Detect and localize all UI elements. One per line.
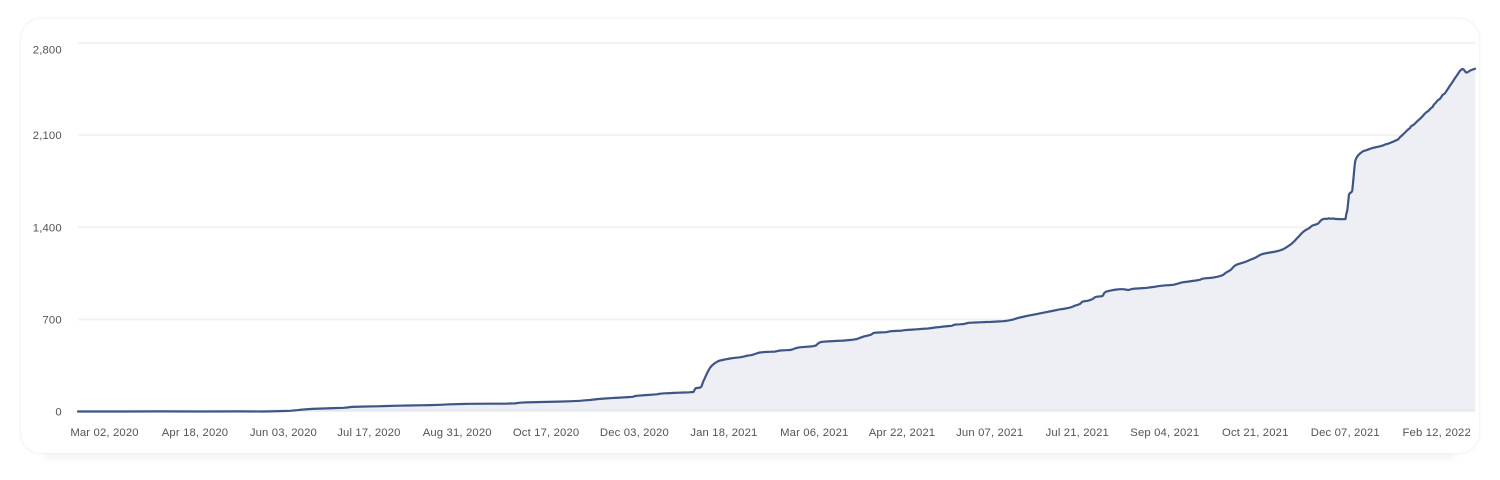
svg-text:0: 0 (55, 407, 61, 419)
svg-text:Jul 17, 2020: Jul 17, 2020 (337, 427, 400, 439)
svg-text:Oct 21, 2021: Oct 21, 2021 (1222, 427, 1289, 439)
svg-text:Aug 31, 2020: Aug 31, 2020 (423, 427, 492, 439)
svg-text:Jan 18, 2021: Jan 18, 2021 (690, 427, 757, 439)
svg-text:Mar 06, 2021: Mar 06, 2021 (780, 427, 848, 439)
svg-text:2,100: 2,100 (33, 130, 62, 142)
svg-text:Jul 21, 2021: Jul 21, 2021 (1046, 427, 1109, 439)
svg-text:Mar 02, 2020: Mar 02, 2020 (70, 427, 138, 439)
svg-text:Dec 07, 2021: Dec 07, 2021 (1311, 427, 1380, 439)
svg-text:700: 700 (42, 315, 61, 327)
svg-text:Dec 03, 2020: Dec 03, 2020 (600, 427, 669, 439)
svg-text:Jun 03, 2020: Jun 03, 2020 (250, 427, 317, 439)
svg-text:Sep 04, 2021: Sep 04, 2021 (1130, 427, 1199, 439)
svg-text:1,400: 1,400 (33, 222, 62, 234)
svg-text:Jun 07, 2021: Jun 07, 2021 (956, 427, 1023, 439)
svg-text:2,800: 2,800 (33, 44, 62, 56)
svg-text:Apr 18, 2020: Apr 18, 2020 (162, 427, 229, 439)
svg-text:Oct 17, 2020: Oct 17, 2020 (513, 427, 580, 439)
svg-text:Feb 12, 2022: Feb 12, 2022 (1403, 427, 1471, 439)
svg-text:Apr 22, 2021: Apr 22, 2021 (869, 427, 936, 439)
